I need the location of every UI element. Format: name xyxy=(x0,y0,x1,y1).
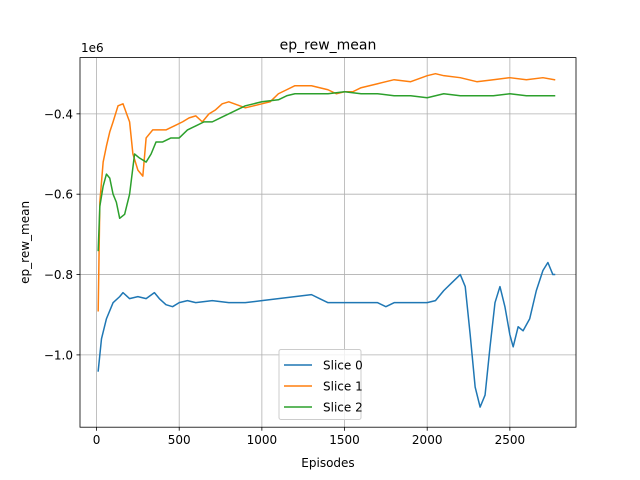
y-tick-label: −0.8 xyxy=(44,268,73,282)
x-tick-label: 1500 xyxy=(329,433,360,447)
grid xyxy=(80,57,576,428)
chart-title: ep_rew_mean xyxy=(280,38,377,54)
legend-label-slice-2: Slice 2 xyxy=(323,401,363,415)
x-tick-label: 2000 xyxy=(412,433,443,447)
legend-box xyxy=(278,349,362,420)
y-axis-label: ep_rew_mean xyxy=(18,201,32,284)
x-tick-label: 0 xyxy=(93,433,101,447)
legend: Slice 0 Slice 1 Slice 2 xyxy=(278,349,363,420)
ticks: 0 500 1000 1500 2000 2500 −1.0 −0.8 −0.6 −0.4 xyxy=(44,107,525,447)
plot-frame xyxy=(79,57,577,428)
legend-label-slice-1: Slice 1 xyxy=(323,380,363,394)
y-tick-label: −0.6 xyxy=(44,188,73,202)
y-tick-label: −1.0 xyxy=(44,348,73,362)
x-tick-label: 500 xyxy=(168,433,191,447)
legend-label-slice-0: Slice 0 xyxy=(323,359,363,373)
y-offset-label: 1e6 xyxy=(81,41,104,55)
x-tick-label: 1000 xyxy=(247,433,278,447)
y-tick-label: −0.4 xyxy=(44,107,73,121)
series-line-slice-0 xyxy=(97,261,556,408)
x-axis-label: Episodes xyxy=(301,456,354,470)
series-layer xyxy=(97,72,556,408)
series-line-slice-2 xyxy=(97,91,556,252)
x-tick-label: 2500 xyxy=(495,433,526,447)
series-line-slice-1 xyxy=(97,72,556,312)
